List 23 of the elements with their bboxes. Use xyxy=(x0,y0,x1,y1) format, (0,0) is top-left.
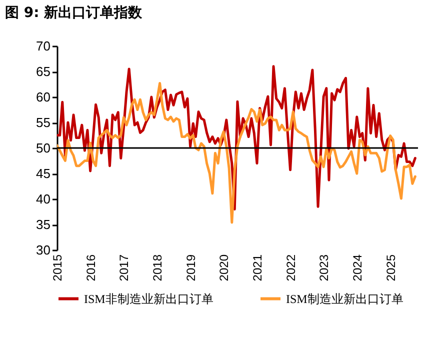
x-tick-label: 2020 xyxy=(217,254,232,282)
y-tick-label: 50 xyxy=(36,140,50,156)
y-tick-label: 40 xyxy=(36,192,50,206)
x-tick-label: 2024 xyxy=(350,254,364,282)
chart-title: 图 9: 新出口订单指数 xyxy=(5,4,144,21)
x-tick-label: 2025 xyxy=(384,254,398,282)
y-tick-label: 70 xyxy=(36,38,50,54)
y-tick-label: 30 xyxy=(36,242,50,258)
y-tick-label: 45 xyxy=(36,166,50,181)
x-tick-label: 2015 xyxy=(50,254,64,282)
x-tick-label: 2016 xyxy=(84,254,98,282)
legend-label: ISM制造业新出口订单 xyxy=(286,292,404,306)
x-tick-label: 2022 xyxy=(284,254,298,282)
legend-label: ISM非制造业新出口订单 xyxy=(84,292,214,306)
y-tick-label: 55 xyxy=(36,115,50,130)
x-tick-label: 2018 xyxy=(150,254,164,282)
y-tick-label: 60 xyxy=(36,90,50,104)
x-tick-label: 2021 xyxy=(250,254,264,282)
x-tick-label: 2017 xyxy=(117,254,132,282)
x-tick-label: 2019 xyxy=(184,254,198,282)
y-tick-label: 35 xyxy=(36,217,50,232)
x-tick-label: 2023 xyxy=(317,254,332,282)
y-tick-label: 65 xyxy=(36,64,50,79)
